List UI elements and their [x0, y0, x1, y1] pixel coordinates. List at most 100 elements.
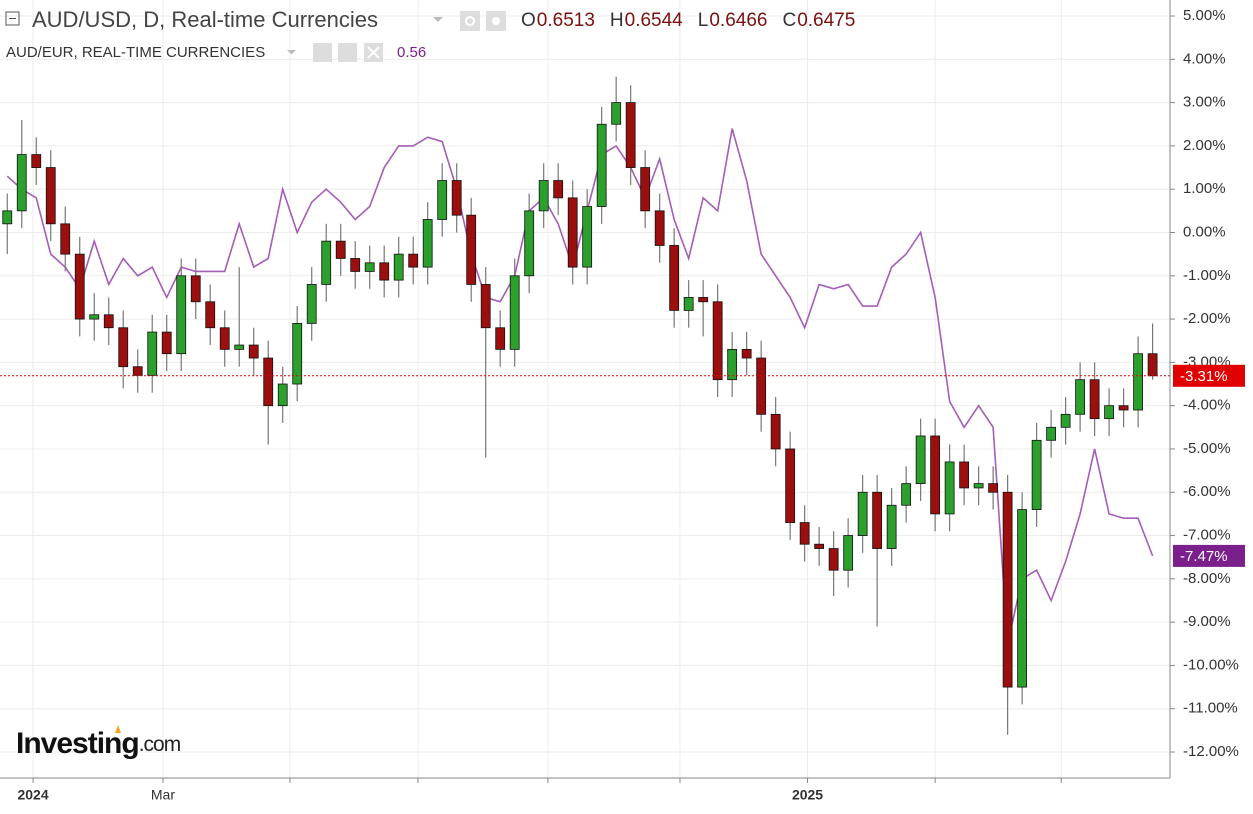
candle-body [393, 253, 404, 281]
y-tick-label: -5.00% [1183, 440, 1231, 457]
candle-body [1089, 379, 1100, 420]
candle-body [654, 210, 665, 246]
candle-body [756, 357, 767, 415]
candle-body [451, 180, 462, 216]
candle-body [814, 543, 825, 549]
candle-body [973, 483, 984, 489]
candle-body [161, 331, 172, 355]
candle-body [770, 413, 781, 450]
y-tick-label: -4.00% [1183, 397, 1231, 414]
candle-body [1147, 353, 1158, 377]
candle-body [930, 435, 941, 515]
candle-body [379, 262, 390, 281]
axes: 5.00% 4.00% 3.00% 2.00% 1.00% 0.00% -1.00% -2.0… [17, 7, 1245, 803]
candle-body [1046, 426, 1057, 441]
candle-body [60, 223, 71, 255]
compare-value: 0.56 [397, 44, 426, 61]
candle-body [712, 301, 723, 381]
x-tick-label: 2025 [792, 787, 823, 803]
candle-body [1118, 405, 1129, 411]
candle-body [190, 275, 201, 303]
y-tick-label: -11.00% [1183, 700, 1238, 717]
y-tick-label: -12.00% [1183, 743, 1239, 760]
y-tick-label: -1.00% [1183, 267, 1231, 284]
candle-body [437, 180, 448, 220]
candle-body [132, 366, 143, 376]
candle-body [799, 522, 810, 545]
candle-body [234, 344, 245, 350]
candle-body [538, 180, 549, 212]
compare-title: AUD/EUR, REAL-TIME CURRENCIES [6, 44, 265, 61]
candle-body [640, 167, 651, 212]
x-tick-label: Mar [151, 787, 175, 803]
eye-icon [465, 16, 475, 26]
candle-body [524, 210, 535, 277]
candle-body [2, 210, 13, 225]
candle-body [350, 258, 361, 272]
y-tick-label: 1.00% [1183, 180, 1226, 197]
x-tick-label: 2024 [17, 787, 48, 803]
candle-body [857, 491, 868, 536]
ohlc-value: 0.6544 [625, 10, 684, 31]
ohlc-values: O 0.6513 H 0.6544 L 0.6466 C 0.6475 [521, 10, 855, 31]
candle-body [480, 284, 491, 329]
candle-body [625, 102, 636, 168]
candle-body [683, 297, 694, 311]
candle-body [408, 253, 419, 268]
y-tick-label: -7.00% [1183, 527, 1231, 544]
candle-body [31, 154, 42, 168]
last-value-label: -7.47% [1180, 548, 1228, 565]
candle-body [828, 548, 839, 571]
candle-body [596, 123, 607, 207]
candle-body [16, 154, 27, 212]
y-tick-label: 0.00% [1183, 223, 1226, 240]
last-value-label: -3.31% [1180, 368, 1228, 385]
candle-body [103, 314, 114, 329]
y-tick-label: 4.00% [1183, 50, 1226, 67]
last-value-box [1173, 364, 1245, 387]
candle-body [118, 327, 129, 368]
candle-body [292, 323, 303, 385]
candle-body [944, 461, 955, 515]
candle-body [741, 348, 752, 359]
candle-body [1002, 491, 1013, 688]
candle-body [321, 240, 332, 285]
y-tick-label: -10.00% [1183, 656, 1239, 673]
candle-body [669, 245, 680, 311]
compare-line [6, 128, 1154, 644]
ohlc-key: O [521, 10, 536, 31]
plot-area [0, 76, 1170, 735]
candle-body [248, 344, 259, 359]
series-title: AUD/USD, D, Real-time Currencies [32, 7, 378, 32]
candle-body [959, 461, 970, 489]
candle-body [698, 297, 709, 303]
candle-body [306, 284, 317, 324]
candle-body [277, 383, 288, 407]
ohlc-key: L [698, 10, 709, 31]
logo-accent [115, 725, 121, 733]
candle-body [364, 262, 375, 272]
candle-body [1075, 379, 1086, 415]
eye-icon[interactable] [460, 11, 480, 31]
settings-icon [492, 17, 500, 25]
candle-body [74, 253, 85, 320]
legend-header: AUD/USD, D, Real-time Currencies O 0.6513… [5, 7, 855, 62]
dropdown-arrow[interactable] [433, 17, 443, 22]
candle-body [147, 331, 158, 376]
candle-body [611, 102, 622, 125]
collapse-icon[interactable] [5, 11, 20, 26]
y-tick-label: 2.00% [1183, 137, 1226, 154]
candle-body [466, 214, 477, 285]
candle-body [901, 483, 912, 506]
ohlc-value: 0.6466 [709, 10, 767, 31]
y-tick-label: -8.00% [1183, 570, 1231, 587]
logo-brand: Investing.com [16, 727, 181, 760]
dropdown-arrow[interactable] [287, 50, 296, 55]
eye-icon[interactable] [313, 43, 332, 62]
candle-body [553, 180, 564, 199]
candle-body [1104, 405, 1115, 420]
settings-icon[interactable] [338, 43, 357, 62]
candle-body [45, 167, 56, 225]
candle-body [263, 357, 274, 407]
